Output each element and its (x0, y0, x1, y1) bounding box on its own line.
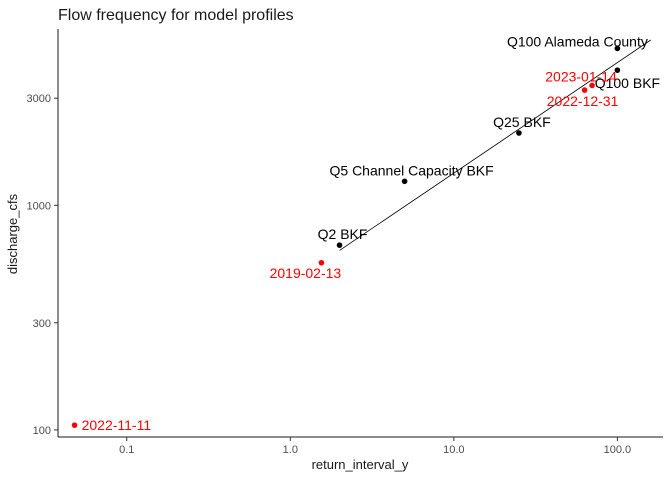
data-point-label: 2019-02-13 (270, 265, 342, 281)
y-tick-label: 3000 (27, 93, 51, 105)
chart-title: Flow frequency for model profiles (58, 7, 294, 24)
data-point (71, 422, 78, 428)
data-point (516, 130, 522, 136)
x-tick-label: 1.0 (283, 444, 298, 456)
data-point-label: 2022-12-31 (547, 93, 619, 109)
data-point (318, 259, 325, 266)
x-axis-title: return_interval_y (312, 457, 409, 472)
data-point-label: Q25 BKF (493, 114, 551, 130)
data-point (614, 67, 621, 73)
fit-line (339, 39, 652, 251)
x-tick-label: 0.1 (119, 444, 134, 456)
data-point (581, 87, 588, 93)
data-point-label: 2023-01-14 (545, 68, 617, 84)
axes: 0.1 1.0 10.0 100.0 100 300 1000 3000 (27, 29, 663, 456)
data-point (589, 82, 595, 89)
fit-line-group (339, 39, 652, 251)
data-point (336, 242, 343, 248)
data-point-label: 2022-11-11 (82, 417, 152, 433)
x-tick-label: 100.0 (604, 444, 632, 456)
data-point-label: Q2 BKF (318, 226, 368, 242)
x-tick-label: 10.0 (443, 444, 464, 456)
data-point (401, 178, 408, 185)
y-tick-label: 300 (33, 318, 51, 330)
y-tick-label: 100 (33, 425, 51, 437)
points-group (71, 45, 621, 428)
data-point (614, 45, 621, 52)
data-point-label: Q5 Channel Capacity BKF (330, 162, 494, 178)
data-point-label: Q100 Alameda County (507, 33, 648, 49)
y-axis-title: discharge_cfs (5, 193, 20, 274)
y-tick-label: 1000 (27, 200, 51, 212)
point-labels-group: Q2 BKF Q5 Channel Capacity BKF Q25 BKF Q100… (82, 33, 661, 433)
data-point-label: Q100 BKF (595, 75, 660, 91)
